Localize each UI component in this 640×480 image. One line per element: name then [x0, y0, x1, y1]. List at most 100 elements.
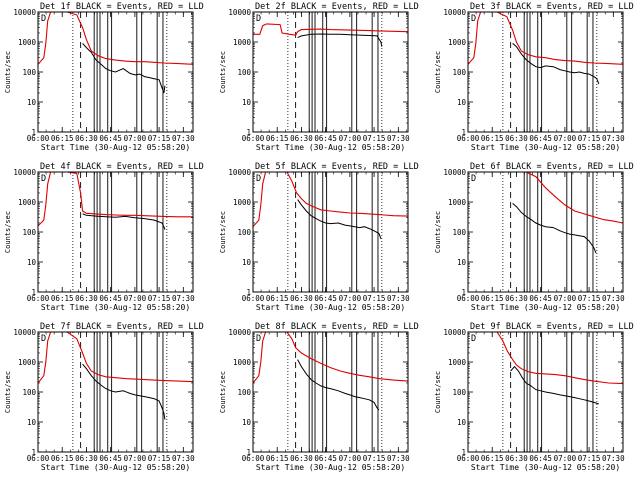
- panel-6: Det 6f BLACK = Events, RED = LLD 1 10 100 10…: [434, 162, 634, 312]
- x-tick-label: 07:30: [172, 134, 195, 143]
- x-tick-label: 07:15: [578, 134, 601, 143]
- y-tick-label: 100: [452, 388, 466, 397]
- y-tick-label: 10: [242, 418, 252, 427]
- y-tick-label: 10: [242, 258, 252, 267]
- legend-glyph: D: [41, 14, 46, 24]
- y-tick-label: 1: [461, 128, 466, 137]
- x-tick-label: 06:15: [51, 294, 74, 303]
- series-lld-red: [38, 12, 193, 65]
- x-axis-label: Start Time (30-Aug-12 05:58:20): [41, 143, 190, 152]
- x-tick-label: 07:00: [124, 454, 147, 463]
- legend-glyph: D: [41, 334, 46, 344]
- x-tick-label: 07:30: [387, 134, 410, 143]
- y-tick-label: 10: [457, 258, 467, 267]
- y-tick-label: 10000: [228, 8, 251, 17]
- legend-glyph: D: [256, 174, 261, 184]
- panel-8: Det 8f BLACK = Events, RED = LLD 1 10 100 10…: [219, 322, 419, 472]
- x-tick-label: 06:45: [529, 294, 552, 303]
- x-tick-label: 06:00: [27, 294, 50, 303]
- x-tick-label: 06:30: [505, 134, 528, 143]
- x-tick-label: 06:30: [75, 294, 98, 303]
- panel-5: Det 5f BLACK = Events, RED = LLD 1 10 100 10…: [219, 162, 419, 312]
- x-tick-label: 07:00: [339, 454, 362, 463]
- y-axis-label: Counts/sec: [434, 211, 442, 253]
- y-axis-label: Counts/sec: [4, 51, 12, 93]
- series-events-black: [297, 359, 380, 411]
- series-lld-red: [253, 332, 408, 384]
- x-tick-label: 07:00: [339, 134, 362, 143]
- y-axis-label: Counts/sec: [434, 371, 442, 413]
- panel-title: Det 1f BLACK = Events, RED = LLD: [40, 2, 204, 12]
- y-tick-label: 100: [237, 228, 251, 237]
- x-tick-label: 06:30: [290, 454, 313, 463]
- x-tick-label: 06:45: [99, 294, 122, 303]
- y-tick-label: 1: [461, 288, 466, 297]
- panel-title: Det 2f BLACK = Events, RED = LLD: [255, 2, 419, 12]
- x-tick-label: 07:15: [148, 134, 171, 143]
- x-tick-label: 06:45: [99, 454, 122, 463]
- y-tick-label: 1: [31, 448, 36, 457]
- x-tick-label: 07:15: [363, 454, 386, 463]
- x-tick-label: 06:00: [27, 134, 50, 143]
- legend-glyph: D: [256, 334, 261, 344]
- x-tick-label: 06:15: [266, 134, 289, 143]
- x-tick-label: 06:15: [481, 294, 504, 303]
- x-tick-label: 07:00: [124, 294, 147, 303]
- x-axis-label: Start Time (30-Aug-12 05:58:20): [256, 143, 405, 152]
- legend-glyph: D: [256, 14, 261, 24]
- panel-title: Det 7f BLACK = Events, RED = LLD: [40, 322, 204, 332]
- panel-title: Det 8f BLACK = Events, RED = LLD: [255, 322, 419, 332]
- panel-title: Det 9f BLACK = Events, RED = LLD: [470, 322, 634, 332]
- panel-title: Det 6f BLACK = Events, RED = LLD: [470, 162, 634, 172]
- y-tick-label: 10: [457, 418, 467, 427]
- x-axis-label: Start Time (30-Aug-12 05:58:20): [41, 463, 190, 472]
- y-tick-label: 10: [27, 258, 37, 267]
- series-lld-red: [468, 12, 623, 65]
- y-tick-label: 100: [22, 68, 36, 77]
- y-tick-label: 10: [27, 418, 37, 427]
- x-tick-label: 07:30: [172, 294, 195, 303]
- x-axis-label: Start Time (30-Aug-12 05:58:20): [471, 143, 620, 152]
- y-axis-label: Counts/sec: [219, 211, 227, 253]
- x-axis-label: Start Time (30-Aug-12 05:58:20): [41, 303, 190, 312]
- y-tick-label: 100: [237, 388, 251, 397]
- y-tick-label: 10000: [443, 328, 466, 337]
- x-tick-label: 06:30: [75, 454, 98, 463]
- series-events-black: [82, 363, 166, 420]
- series-lld-red: [38, 172, 193, 227]
- plot-frame: [37, 11, 194, 133]
- series-lld-red: [38, 332, 193, 384]
- y-tick-label: 10: [242, 98, 252, 107]
- x-tick-label: 06:30: [290, 294, 313, 303]
- panel-7: Det 7f BLACK = Events, RED = LLD 1 10 100 10…: [4, 322, 204, 472]
- x-tick-label: 07:00: [554, 134, 577, 143]
- plot-frame: [37, 331, 194, 453]
- x-tick-label: 06:45: [314, 294, 337, 303]
- plot-frame: [252, 331, 409, 453]
- panel-4: Det 4f BLACK = Events, RED = LLD 1 10 100 10…: [4, 162, 204, 312]
- panel-9: Det 9f BLACK = Events, RED = LLD 1 10 100 10…: [434, 322, 634, 472]
- y-tick-label: 100: [452, 228, 466, 237]
- panel-title: Det 3f BLACK = Events, RED = LLD: [470, 2, 634, 12]
- plot-frame: [252, 11, 409, 133]
- x-tick-label: 07:15: [148, 294, 171, 303]
- series-events-black: [297, 199, 382, 239]
- panel-1: Det 1f BLACK = Events, RED = LLD 1 10 100 10…: [4, 2, 204, 152]
- y-tick-label: 10000: [13, 168, 36, 177]
- x-tick-label: 06:15: [266, 454, 289, 463]
- x-tick-label: 06:15: [266, 294, 289, 303]
- legend-glyph: D: [471, 174, 476, 184]
- x-tick-label: 06:15: [481, 454, 504, 463]
- y-tick-label: 10000: [228, 328, 251, 337]
- legend-glyph: D: [471, 334, 476, 344]
- x-tick-label: 07:30: [602, 454, 625, 463]
- panel-title: Det 5f BLACK = Events, RED = LLD: [255, 162, 419, 172]
- y-axis-label: Counts/sec: [219, 51, 227, 93]
- panel-3: Det 3f BLACK = Events, RED = LLD 1 10 100 10…: [434, 2, 634, 152]
- series-lld-red: [468, 332, 623, 385]
- y-tick-label: 1: [461, 448, 466, 457]
- x-tick-label: 06:00: [457, 454, 480, 463]
- x-tick-label: 06:45: [314, 454, 337, 463]
- y-tick-label: 1000: [233, 198, 252, 207]
